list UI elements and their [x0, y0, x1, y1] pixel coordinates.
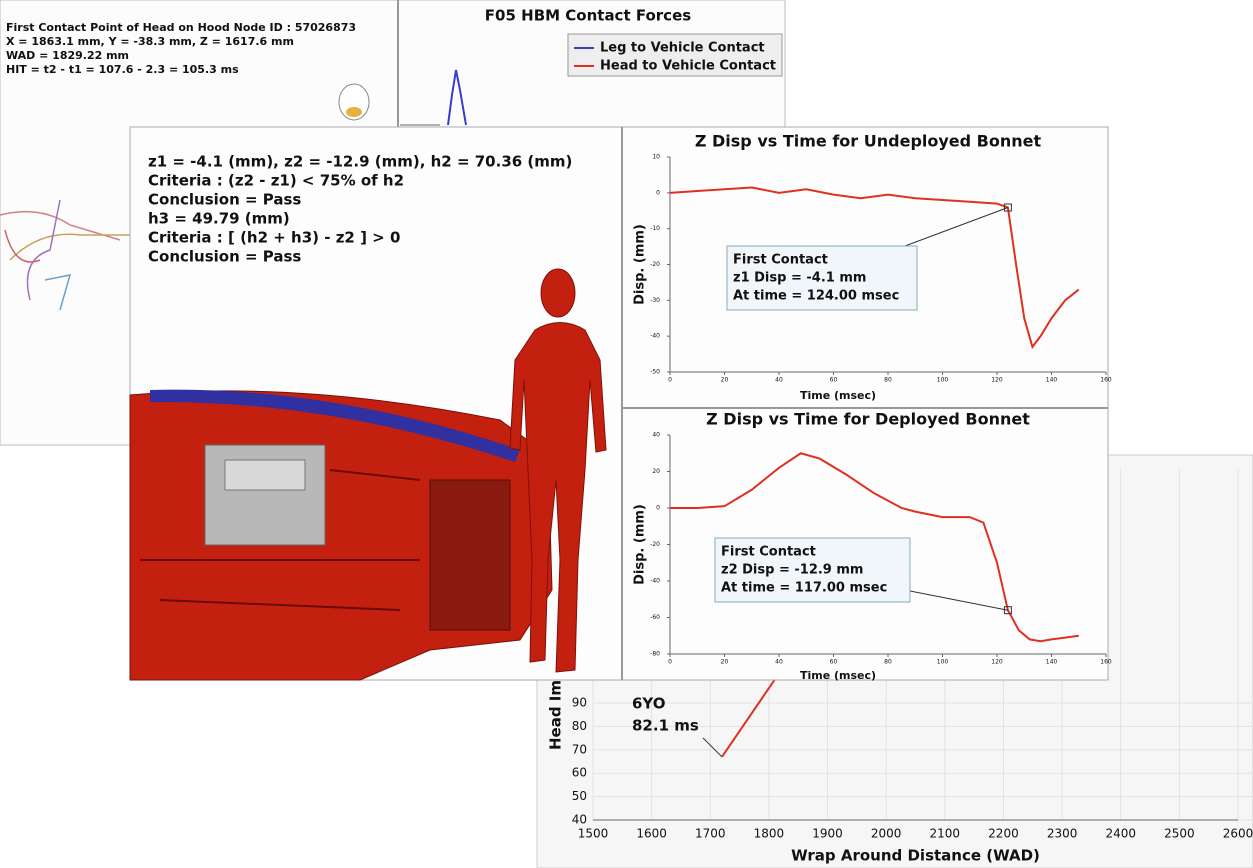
y-tick-label: -50 [650, 369, 660, 376]
legend-box [567, 33, 783, 77]
y-axis-label: Disp. (mm) [633, 504, 648, 585]
annotation-box [714, 537, 911, 603]
y-tick-label: -30 [650, 297, 660, 304]
annotation-text: First Contact [733, 253, 828, 268]
x-tick-label: 1500 [578, 827, 609, 841]
y-tick-label: -40 [650, 333, 660, 340]
x-tick-label: 0 [668, 377, 672, 384]
y-tick-label: 50 [572, 789, 587, 803]
criteria-line: Criteria : [ (h2 + h3) - z2 ] > 0 [148, 229, 400, 247]
annotation-text: At time = 117.00 msec [721, 581, 887, 596]
x-tick-label: 60 [830, 659, 838, 666]
x-tick-label: 2600 [1223, 827, 1253, 841]
point-marker [1003, 606, 1012, 615]
info-line: First Contact Point of Head on Hood Node… [6, 21, 356, 34]
data-line [721, 679, 776, 758]
y-axis-label: Disp. (mm) [633, 224, 648, 305]
x-tick-label: 2500 [1164, 827, 1195, 841]
data-line [669, 186, 1080, 350]
annotation-text: First Contact [721, 545, 816, 560]
info-line: X = 1863.1 mm, Y = -38.3 mm, Z = 1617.6 … [6, 35, 294, 48]
annotation-leader [904, 589, 1008, 611]
x-axis-label: Time (msec) [800, 669, 876, 682]
x-axis-label: Time (msec) [800, 389, 876, 402]
annotation-text: z1 Disp = -4.1 mm [733, 271, 866, 286]
criteria-line: Criteria : (z2 - z1) < 75% of h2 [148, 172, 404, 190]
y-tick-label: 40 [652, 432, 660, 439]
x-tick-label: 2300 [1047, 827, 1078, 841]
x-tick-label: 20 [721, 377, 729, 384]
x-tick-label: 0 [668, 659, 672, 666]
human-model [509, 268, 607, 673]
annotation-leader [904, 207, 1009, 247]
x-tick-label: 80 [884, 377, 892, 384]
x-tick-label: 60 [830, 377, 838, 384]
info-line: HIT = t2 - t1 = 107.6 - 2.3 = 105.3 ms [6, 63, 239, 76]
y-tick-label: -10 [650, 225, 660, 232]
annotation-leader [702, 737, 723, 758]
x-tick-label: 1700 [695, 827, 726, 841]
y-tick-label: 80 [572, 719, 587, 733]
data-line [670, 452, 1079, 643]
y-tick-label: -20 [650, 261, 660, 268]
y-tick-label: 10 [652, 154, 660, 161]
x-tick-label: 1800 [754, 827, 785, 841]
x-tick-label: 1900 [812, 827, 843, 841]
x-tick-label: 1600 [636, 827, 667, 841]
x-tick-label: 40 [775, 377, 783, 384]
x-tick-label: 2400 [1105, 827, 1136, 841]
legend-label: Head to Vehicle Contact [600, 59, 776, 74]
legend-label: Leg to Vehicle Contact [600, 41, 765, 56]
x-tick-label: 120 [991, 377, 1003, 384]
x-tick-label: 160 [1100, 377, 1112, 384]
annotation-text: 6YO [632, 695, 666, 713]
y-tick-label: 0 [656, 189, 660, 196]
y-tick-label: 90 [572, 696, 587, 710]
chart-title: Z Disp vs Time for Deployed Bonnet [706, 410, 1030, 429]
chart-title: F05 HBM Contact Forces [485, 7, 691, 25]
x-tick-label: 2000 [871, 827, 902, 841]
criteria-line: h3 = 49.79 (mm) [148, 210, 290, 228]
x-tick-label: 160 [1100, 659, 1112, 666]
x-tick-label: 40 [775, 659, 783, 666]
x-tick-label: 80 [884, 659, 892, 666]
panel-bonnet: z1 = -4.1 (mm), z2 = -12.9 (mm), h2 = 70… [129, 126, 1112, 682]
y-tick-label: -60 [650, 614, 660, 621]
info-line: WAD = 1829.22 mm [6, 49, 129, 62]
y-tick-label: 70 [572, 742, 587, 756]
x-tick-label: 140 [1046, 659, 1058, 666]
annotation-text: 82.1 ms [632, 717, 699, 735]
y-tick-label: 0 [656, 505, 660, 512]
y-tick-label: 60 [572, 766, 587, 780]
y-tick-label: -40 [650, 578, 660, 585]
criteria-line: Conclusion = Pass [148, 248, 301, 266]
x-tick-label: 120 [991, 659, 1003, 666]
criteria-line: z1 = -4.1 (mm), z2 = -12.9 (mm), h2 = 70… [148, 153, 572, 171]
head-icon [338, 83, 370, 121]
y-tick-label: 40 [572, 813, 587, 827]
annotation-box [726, 245, 918, 311]
y-tick-label: -80 [650, 651, 660, 658]
criteria-line: Conclusion = Pass [148, 191, 301, 209]
x-tick-label: 2200 [988, 827, 1019, 841]
x-tick-label: 140 [1046, 377, 1058, 384]
x-tick-label: 100 [937, 377, 949, 384]
annotation-text: At time = 124.00 msec [733, 289, 899, 304]
x-tick-label: 20 [721, 659, 729, 666]
x-tick-label: 100 [937, 659, 949, 666]
y-axis-label: Head Im [547, 680, 565, 750]
force-trace [447, 69, 467, 126]
x-axis-label: Wrap Around Distance (WAD) [791, 847, 1040, 865]
wireframe [0, 199, 130, 311]
y-tick-label: 20 [652, 468, 660, 475]
vehicle-model [129, 389, 553, 681]
annotation-text: z2 Disp = -12.9 mm [721, 563, 863, 578]
x-tick-label: 2100 [930, 827, 961, 841]
point-marker [1003, 203, 1012, 212]
chart-title: Z Disp vs Time for Undeployed Bonnet [695, 132, 1042, 151]
y-tick-label: -20 [650, 541, 660, 548]
